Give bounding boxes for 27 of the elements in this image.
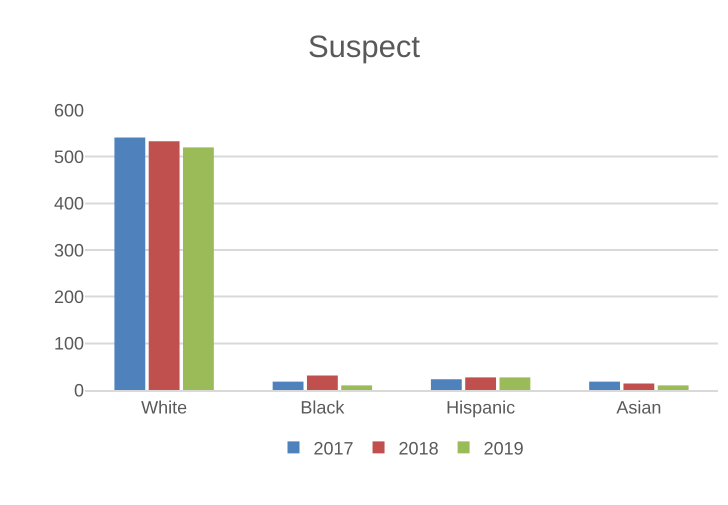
y-tick-label: 600 [54, 100, 84, 120]
bar [182, 147, 214, 390]
bar [341, 385, 372, 390]
y-tick-label: 500 [54, 146, 84, 167]
y-tick-label: 100 [54, 334, 84, 354]
x-tick-label: Hispanic [446, 398, 516, 418]
x-tick-label: Asian [616, 398, 662, 418]
y-tick-label: 200 [54, 286, 84, 307]
bar [148, 141, 180, 390]
bar [623, 383, 654, 390]
bar [589, 382, 620, 390]
y-tick-label: 0 [74, 380, 84, 400]
x-tick-label: White [141, 398, 188, 418]
bar [658, 385, 689, 390]
chart-title: Suspect [308, 29, 420, 64]
bar [114, 138, 146, 390]
legend-label: 2018 [398, 438, 439, 458]
legend-label: 2017 [314, 438, 354, 458]
bar [499, 377, 530, 390]
bar [306, 376, 338, 390]
y-tick-label: 400 [54, 194, 84, 214]
y-tick-label: 300 [54, 240, 84, 260]
legend-label: 2019 [484, 438, 524, 458]
x-tick-label: Black [300, 398, 346, 418]
bar [430, 379, 462, 390]
bar [272, 382, 304, 390]
bar [465, 377, 496, 390]
